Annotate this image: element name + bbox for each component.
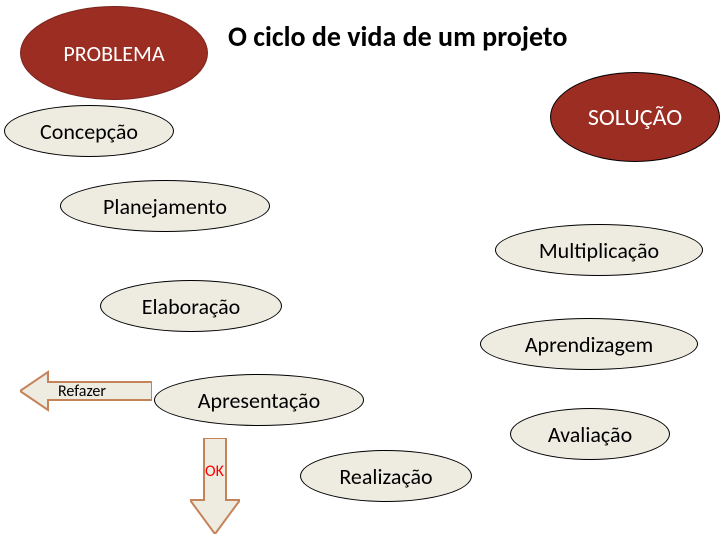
node-label: Realização [339,463,432,490]
arrow-down-icon [190,438,240,534]
node-apresentacao: Apresentação [154,374,364,426]
arrow-left-label: Refazer [58,382,106,401]
node-label: Multiplicação [539,237,659,264]
node-elaboracao: Elaboração [100,280,282,332]
arrow-refazer: Refazer [20,368,152,414]
node-label: Elaboração [142,293,241,320]
node-label: PROBLEMA [63,40,164,67]
node-multiplicacao: Multiplicação [495,224,703,276]
node-realizacao: Realização [300,450,472,502]
node-label: SOLUÇÃO [588,103,682,132]
arrow-ok: OK [190,438,240,534]
node-label: Aprendizagem [525,331,653,358]
diagram-title: O ciclo de vida de um projeto [228,22,598,53]
node-planejamento: Planejamento [60,180,270,232]
node-label: Apresentação [198,387,320,414]
node-aprendizagem: Aprendizagem [480,318,698,370]
arrow-down-label: OK [205,462,224,481]
node-problema: PROBLEMA [20,6,208,100]
node-solucao: SOLUÇÃO [550,72,720,162]
node-concepcao: Concepção [4,105,174,157]
node-label: Avaliação [548,421,632,448]
node-avaliacao: Avaliação [510,408,670,460]
node-label: Concepção [40,118,138,145]
node-label: Planejamento [103,193,227,220]
